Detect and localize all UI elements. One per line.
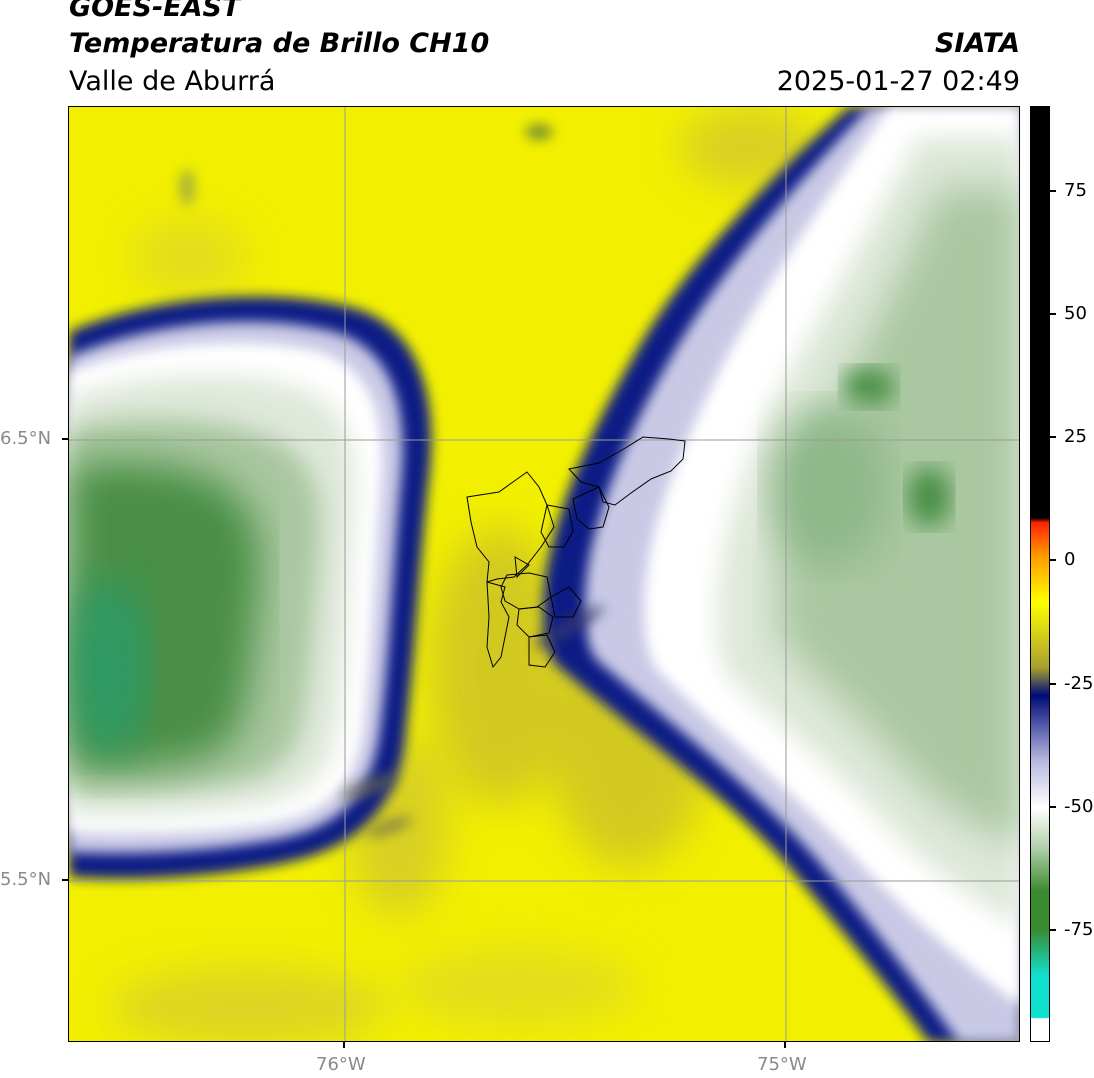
graticule <box>69 107 1019 1041</box>
colorbar-label-minus-50: -50 <box>1064 796 1094 817</box>
colorbar-label-50: 50 <box>1064 303 1087 324</box>
timestamp-label: 2025-01-27 02:49 <box>776 66 1020 97</box>
region-subtitle: Valle de Aburrá <box>69 66 276 97</box>
y-tick-mark <box>62 438 68 440</box>
colorbar-label-minus-25: -25 <box>1064 673 1094 694</box>
x-tick-label-76w: 76°W <box>316 1054 366 1075</box>
y-tick-label-5-5n: 5.5°N <box>0 869 52 890</box>
satellite-map[interactable] <box>68 106 1020 1042</box>
colorbar-tick <box>1050 559 1056 561</box>
brightness-temperature-field <box>69 107 1019 1041</box>
colorbar-label-minus-75: -75 <box>1064 919 1094 940</box>
west-cloud-system <box>69 296 432 879</box>
y-tick-mark <box>62 879 68 881</box>
colorbar-tick <box>1050 313 1056 315</box>
colorbar-tick <box>1050 929 1056 931</box>
temperature-colorbar <box>1030 106 1050 1042</box>
colorbar-tick <box>1050 806 1056 808</box>
convective-streaks <box>179 124 604 837</box>
x-tick-mark <box>784 1042 786 1048</box>
municipal-boundaries <box>466 436 686 669</box>
colorbar-tick <box>1050 190 1056 192</box>
east-cloud-system <box>543 107 1019 1041</box>
colorbar-label-0: 0 <box>1064 549 1076 570</box>
product-title: Temperatura de Brillo CH10 <box>69 28 490 59</box>
colorbar-tick <box>1050 683 1056 685</box>
colorbar-label-25: 25 <box>1064 426 1087 447</box>
colorbar-label-75: 75 <box>1064 180 1087 201</box>
x-tick-label-75w: 75°W <box>757 1054 807 1075</box>
y-tick-label-6-5n: 6.5°N <box>0 428 52 449</box>
x-tick-mark <box>343 1042 345 1048</box>
colorbar-tick <box>1050 436 1056 438</box>
satellite-title: GOES-EAST <box>69 0 241 23</box>
organization-label: SIATA <box>934 28 1020 59</box>
